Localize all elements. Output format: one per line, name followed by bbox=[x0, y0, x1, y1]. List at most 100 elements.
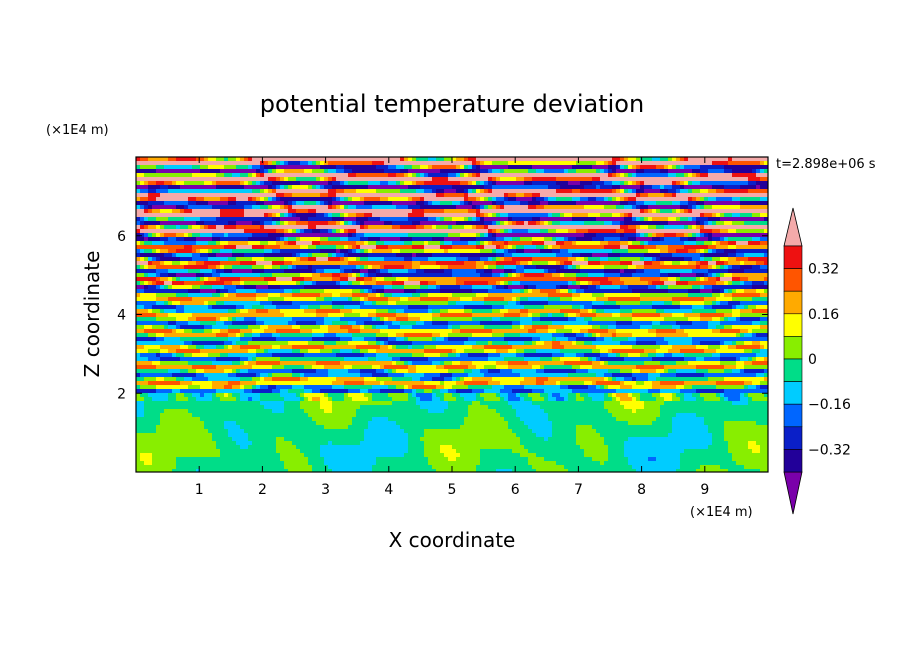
field-cell bbox=[492, 253, 496, 257]
field-cell bbox=[688, 277, 692, 281]
field-cell bbox=[548, 169, 552, 173]
field-cell bbox=[200, 269, 204, 273]
field-cell bbox=[624, 213, 628, 217]
field-cell bbox=[748, 229, 752, 233]
field-cell bbox=[732, 273, 736, 277]
field-cell bbox=[476, 257, 480, 261]
field-cell bbox=[248, 201, 252, 205]
field-cell bbox=[584, 265, 588, 269]
field-cell bbox=[548, 193, 552, 197]
field-cell bbox=[448, 189, 452, 193]
field-cell bbox=[164, 169, 168, 173]
field-cell bbox=[340, 277, 344, 281]
field-cell bbox=[760, 165, 764, 169]
field-cell bbox=[572, 253, 576, 257]
field-cell bbox=[444, 265, 448, 269]
field-cell bbox=[176, 257, 180, 261]
field-cell bbox=[540, 213, 544, 217]
field-cell bbox=[708, 229, 712, 233]
field-cell bbox=[620, 229, 624, 233]
field-cell bbox=[700, 225, 704, 229]
field-cell bbox=[516, 181, 520, 185]
field-cell bbox=[332, 221, 336, 225]
field-cell bbox=[512, 213, 516, 217]
field-cell bbox=[388, 281, 392, 285]
field-cell bbox=[336, 221, 340, 225]
field-cell bbox=[752, 177, 756, 181]
field-cell bbox=[732, 245, 736, 249]
field-cell bbox=[304, 241, 308, 245]
field-cell bbox=[180, 229, 184, 233]
field-cell bbox=[216, 161, 220, 165]
field-cell bbox=[552, 229, 556, 233]
field-cell bbox=[224, 261, 228, 265]
field-cell bbox=[252, 169, 256, 173]
field-cell bbox=[708, 233, 712, 237]
field-cell bbox=[676, 245, 680, 249]
field-cell bbox=[732, 181, 736, 185]
field-cell bbox=[488, 221, 492, 225]
field-cell bbox=[752, 257, 756, 261]
field-cell bbox=[724, 181, 728, 185]
field-cell bbox=[176, 221, 180, 225]
field-cell bbox=[612, 245, 616, 249]
field-cell bbox=[220, 181, 224, 185]
field-cell bbox=[752, 185, 756, 189]
field-cell bbox=[496, 237, 500, 241]
field-cell bbox=[292, 225, 296, 229]
field-cell bbox=[764, 221, 768, 225]
field-cell bbox=[700, 265, 704, 269]
field-cell bbox=[380, 253, 384, 257]
field-cell bbox=[448, 205, 452, 209]
field-cell bbox=[564, 265, 568, 269]
field-cell bbox=[416, 237, 420, 241]
field-cell bbox=[592, 157, 596, 161]
field-cell bbox=[408, 189, 412, 193]
field-cell bbox=[604, 189, 608, 193]
field-cell bbox=[352, 269, 356, 273]
field-cell bbox=[668, 189, 672, 193]
field-cell bbox=[308, 249, 312, 253]
field-cell bbox=[268, 257, 272, 261]
field-cell bbox=[160, 273, 164, 277]
field-cell bbox=[152, 233, 156, 237]
field-cell bbox=[464, 185, 468, 189]
field-cell bbox=[284, 261, 288, 265]
field-cell bbox=[760, 253, 764, 257]
field-cell bbox=[664, 181, 668, 185]
field-cell bbox=[528, 189, 532, 193]
field-cell bbox=[740, 185, 744, 189]
field-cell bbox=[720, 221, 724, 225]
field-cell bbox=[656, 225, 660, 229]
field-cell bbox=[456, 209, 460, 213]
field-cell bbox=[300, 257, 304, 261]
field-cell bbox=[180, 269, 184, 273]
field-cell bbox=[656, 245, 660, 249]
field-cell bbox=[740, 265, 744, 269]
field-cell bbox=[680, 249, 684, 253]
field-cell bbox=[308, 225, 312, 229]
field-cell bbox=[500, 221, 504, 225]
field-cell bbox=[216, 213, 220, 217]
field-cell bbox=[552, 157, 556, 161]
field-cell bbox=[592, 273, 596, 277]
field-cell bbox=[524, 265, 528, 269]
field-cell bbox=[532, 241, 536, 245]
field-cell bbox=[440, 197, 444, 201]
field-cell bbox=[488, 201, 492, 205]
field-cell bbox=[624, 257, 628, 261]
field-cell bbox=[252, 281, 256, 285]
field-cell bbox=[760, 177, 764, 181]
field-cell bbox=[744, 265, 748, 269]
field-cell bbox=[600, 161, 604, 165]
field-cell bbox=[344, 177, 348, 181]
field-cell bbox=[288, 281, 292, 285]
field-cell bbox=[272, 161, 276, 165]
field-cell bbox=[208, 165, 212, 169]
field-cell bbox=[568, 225, 572, 229]
field-cell bbox=[652, 165, 656, 169]
field-cell bbox=[160, 253, 164, 257]
field-cell bbox=[760, 161, 764, 165]
field-cell bbox=[196, 225, 200, 229]
field-cell bbox=[664, 277, 668, 281]
